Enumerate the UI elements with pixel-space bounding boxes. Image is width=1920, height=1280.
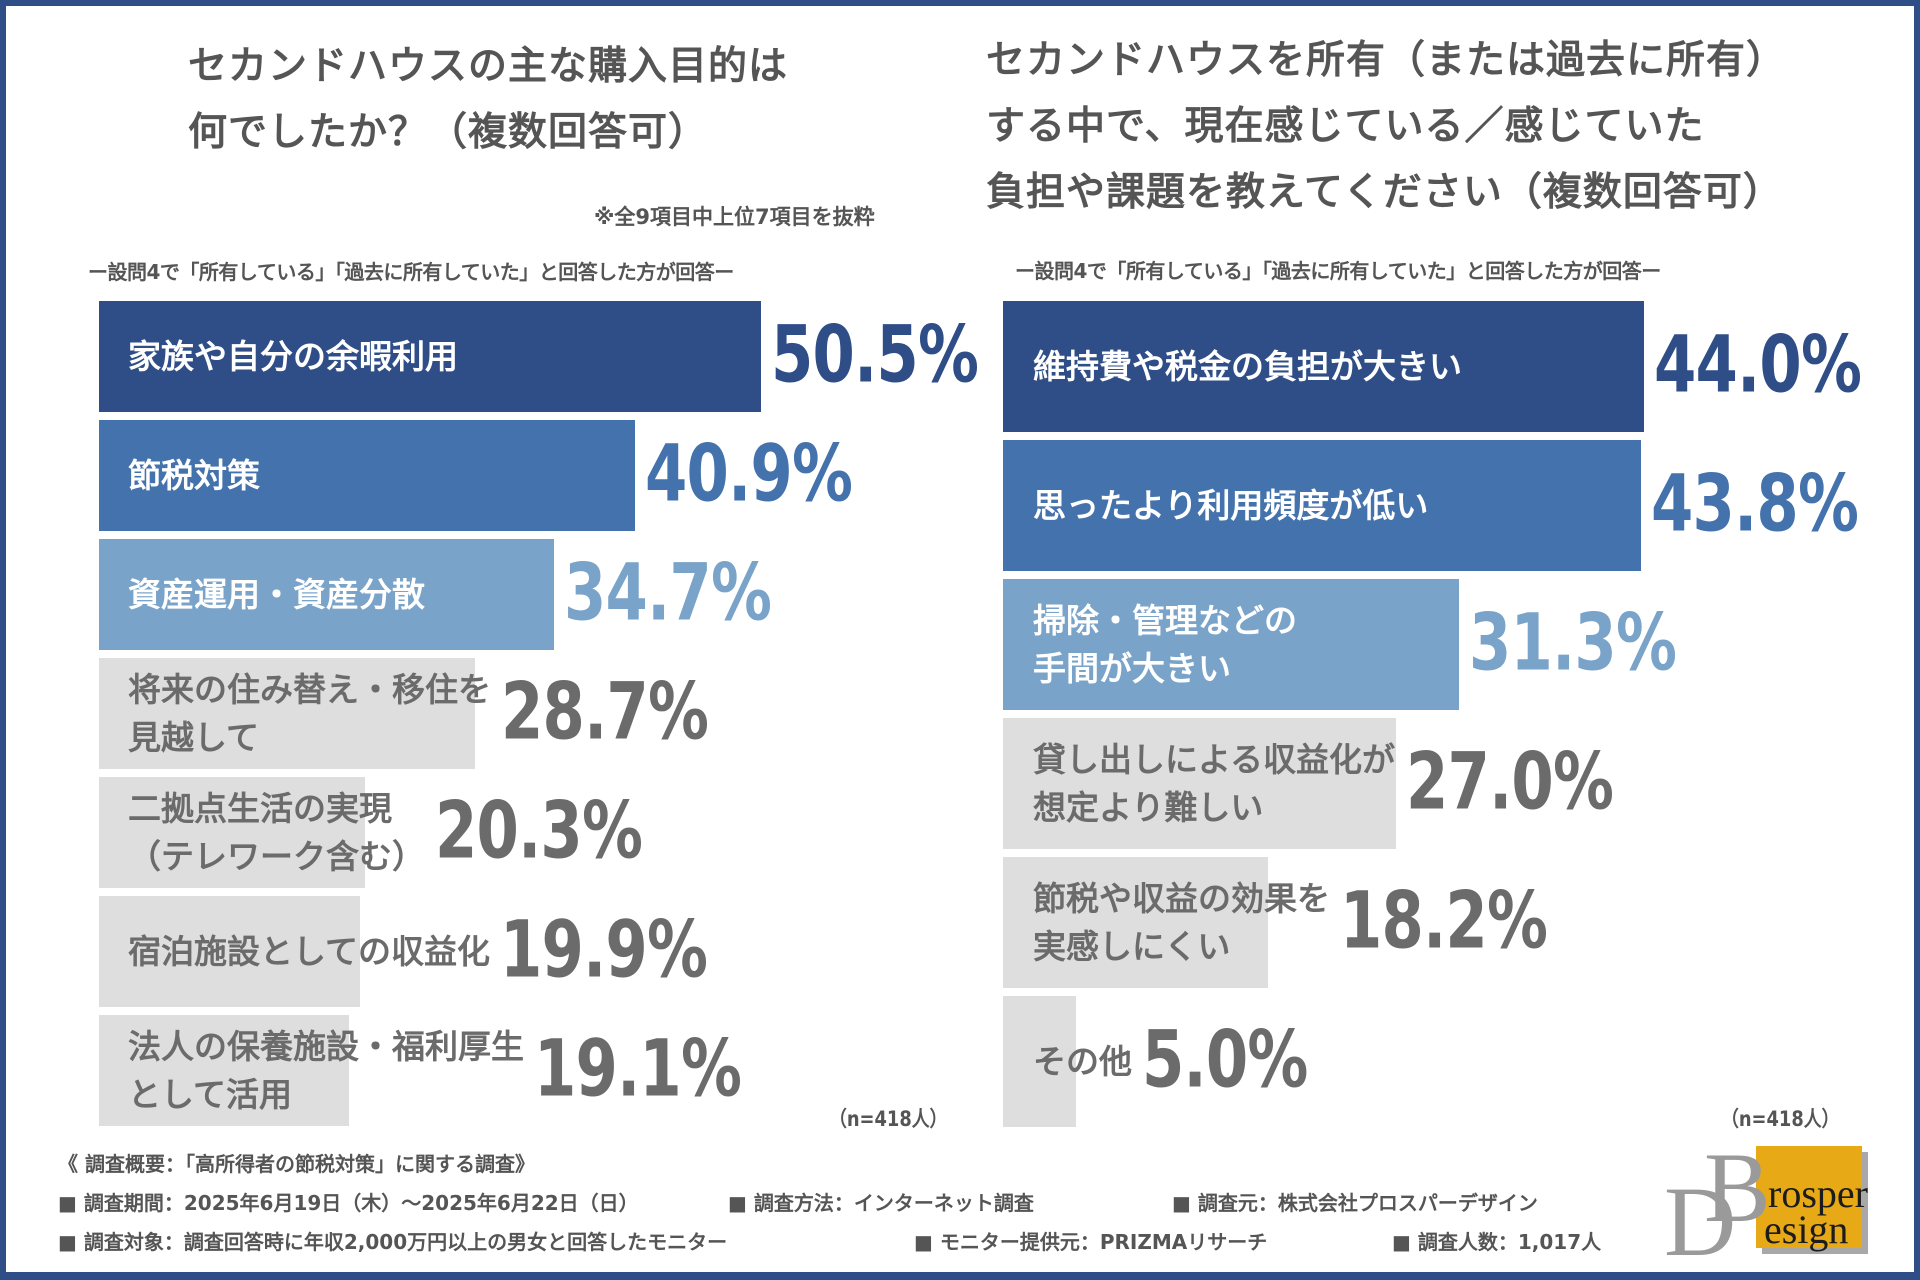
bar-label: 宿泊施設としての収益化 (128, 928, 490, 976)
bar-value-label: 5.0% (1142, 1014, 1308, 1105)
survey-overview-title: 《 調査概要：「高所得者の節税対策」に関する調査》 (58, 1152, 535, 1176)
bar-value-label: 43.8% (1651, 458, 1859, 549)
bar-row: 法人の保養施設・福利厚生 として活用 19.1% (99, 1015, 999, 1126)
bar (1003, 301, 1644, 432)
left-chart-title: セカンドハウスの主な購入目的は 何でしたか？（複数回答可） (188, 34, 788, 166)
ownership-burden-bar-chart: 維持費や税金の負担が大きい 44.0% 思ったより利用頻度が低い 43.8% 掃除・管理… (1003, 301, 1883, 1131)
bar-label-line: 見越して (128, 717, 260, 757)
bar (1003, 579, 1459, 710)
bar-value-label: 50.5% (771, 309, 979, 400)
bar-value-label: 40.9% (645, 428, 853, 519)
bar-value-label: 18.2% (1340, 875, 1548, 966)
bar-label: 節税対策 (128, 452, 260, 500)
bar-label-line: 宿泊施設としての収益化 (128, 931, 491, 971)
bar (1003, 440, 1642, 571)
bar-label-line: 将来の住み替え・移住を (128, 669, 491, 709)
prosper-design-logo: D B rosper esign (1664, 1138, 1874, 1272)
bar-label: 思ったより利用頻度が低い (1033, 482, 1428, 530)
bar-label-line: 維持費や税金の負担が大きい (1033, 346, 1462, 386)
survey-period: ■ 調査期間：2025年6月19日（木）～2025年6月22日（日） (58, 1191, 639, 1215)
bar-label: その他 (1033, 1038, 1132, 1086)
title-line: セカンドハウスを所有（または過去に所有） (986, 38, 1787, 83)
left-sample-size: （n=418人） (829, 1107, 948, 1131)
bar-value-label: 19.1% (534, 1023, 742, 1114)
purchase-purpose-bar-chart: 家族や自分の余暇利用 50.5% 節税対策 40.9% 資産運用・資産分散 34.7% 将来… (99, 301, 979, 1131)
bar-label: 将来の住み替え・移住を 見越して (128, 666, 491, 762)
bar (99, 301, 761, 412)
bar-row: 将来の住み替え・移住を 見越して 28.7% (99, 658, 999, 769)
left-chart-note: ※全9項目中上位7項目を抜粋 (594, 205, 875, 229)
bar (99, 539, 554, 650)
bar-label-line: その他 (1033, 1041, 1132, 1081)
bar-label-line: 手間が大きい (1033, 648, 1231, 688)
bar-label-line: 思ったより利用頻度が低い (1033, 485, 1429, 525)
bar (99, 420, 636, 531)
bar-row: 二拠点生活の実現 （テレワーク含む） 20.3% (99, 777, 999, 888)
bar-row: 思ったより利用頻度が低い 43.8% (1003, 440, 1903, 571)
logo-word-esign: esign (1764, 1207, 1849, 1252)
bar-label-line: 掃除・管理などの (1033, 600, 1297, 640)
right-sample-size: （n=418人） (1721, 1107, 1840, 1131)
logo-letter-d: D (1664, 1166, 1737, 1277)
survey-target: ■ 調査対象：調査回答時に年収2,000万円以上の男女と回答したモニター (58, 1230, 728, 1254)
bar-label-line: 二拠点生活の実現 (128, 788, 392, 828)
bar-label-line: 節税や収益の効果を (1033, 878, 1330, 918)
bar-label-line: 節税対策 (128, 455, 260, 495)
bar-label-line: （テレワーク含む） (128, 836, 425, 876)
bar-row: 維持費や税金の負担が大きい 44.0% (1003, 301, 1903, 432)
bar-label: 維持費や税金の負担が大きい (1033, 343, 1462, 391)
bar-value-label: 28.7% (501, 666, 709, 757)
bar-label-line: 資産運用・資産分散 (128, 574, 425, 614)
survey-method: ■ 調査方法：インターネット調査 (728, 1191, 1034, 1215)
title-line: 負担や課題を教えてください（複数回答可） (986, 170, 1783, 215)
right-chart-title: セカンドハウスを所有（または過去に所有） する中で、現在感じている／感じていた … (986, 28, 1786, 226)
bar-label: 掃除・管理などの 手間が大きい (1033, 597, 1297, 693)
bar-row: 節税や収益の効果を 実感しにくい 18.2% (1003, 857, 1903, 988)
bar-label: 家族や自分の余暇利用 (128, 333, 458, 381)
bar-label: 節税や収益の効果を 実感しにくい (1033, 875, 1330, 971)
bar-row: その他 5.0% (1003, 996, 1903, 1127)
bar-row: 節税対策 40.9% (99, 420, 999, 531)
bar (1003, 718, 1397, 849)
bar (99, 1015, 350, 1126)
bar (99, 658, 476, 769)
bar (99, 896, 360, 1007)
bar-value-label: 27.0% (1406, 736, 1614, 827)
bar-label: 資産運用・資産分散 (128, 571, 425, 619)
bar-row: 宿泊施設としての収益化 19.9% (99, 896, 999, 1007)
bar-label-line: 貸し出しによる収益化が (1033, 739, 1396, 779)
bar (1003, 857, 1269, 988)
bar (1003, 996, 1076, 1127)
bar (99, 777, 366, 888)
bar-label: 貸し出しによる収益化が 想定より難しい (1033, 736, 1395, 832)
title-line: セカンドハウスの主な購入目的は (188, 44, 789, 89)
logo-square (1756, 1146, 1862, 1248)
survey-source: ■ 調査元：株式会社プロスパーデザイン (1172, 1191, 1538, 1215)
bar-label: 法人の保養施設・福利厚生 として活用 (128, 1023, 524, 1119)
bar-value-label: 44.0% (1654, 319, 1862, 410)
bar-value-label: 19.9% (500, 904, 708, 995)
left-chart-subtitle: ー設問4で「所有している」「過去に所有していた」と回答した方が回答ー (88, 260, 734, 284)
bar-row: 家族や自分の余暇利用 50.5% (99, 301, 999, 412)
bar-label-line: 家族や自分の余暇利用 (128, 336, 458, 376)
bar-row: 貸し出しによる収益化が 想定より難しい 27.0% (1003, 718, 1903, 849)
logo-letter-b: B (1704, 1132, 1771, 1243)
bar-value-label: 31.3% (1468, 597, 1677, 688)
bar-label-line: 想定より難しい (1033, 787, 1264, 827)
bar-value-label: 20.3% (435, 785, 643, 876)
monitor-provider: ■ モニター提供元：PRIZMAリサーチ (914, 1230, 1268, 1254)
bar-label: 二拠点生活の実現 （テレワーク含む） (128, 785, 425, 881)
survey-count: ■ 調査人数：1,017人 (1392, 1230, 1602, 1254)
bar-row: 掃除・管理などの 手間が大きい 31.3% (1003, 579, 1903, 710)
right-chart-subtitle: ー設問4で「所有している」「過去に所有していた」と回答した方が回答ー (1015, 259, 1661, 283)
title-line: 何でしたか？（複数回答可） (188, 110, 709, 155)
bar-label-line: 法人の保養施設・福利厚生 (128, 1026, 524, 1066)
logo-word-rosper: rosper (1768, 1171, 1868, 1216)
title-line: する中で、現在感じている／感じていた (986, 104, 1705, 149)
bar-value-label: 34.7% (563, 547, 772, 638)
bar-label-line: として活用 (128, 1074, 293, 1114)
bar-label-line: 実感しにくい (1033, 926, 1231, 966)
bar-row: 資産運用・資産分散 34.7% (99, 539, 999, 650)
